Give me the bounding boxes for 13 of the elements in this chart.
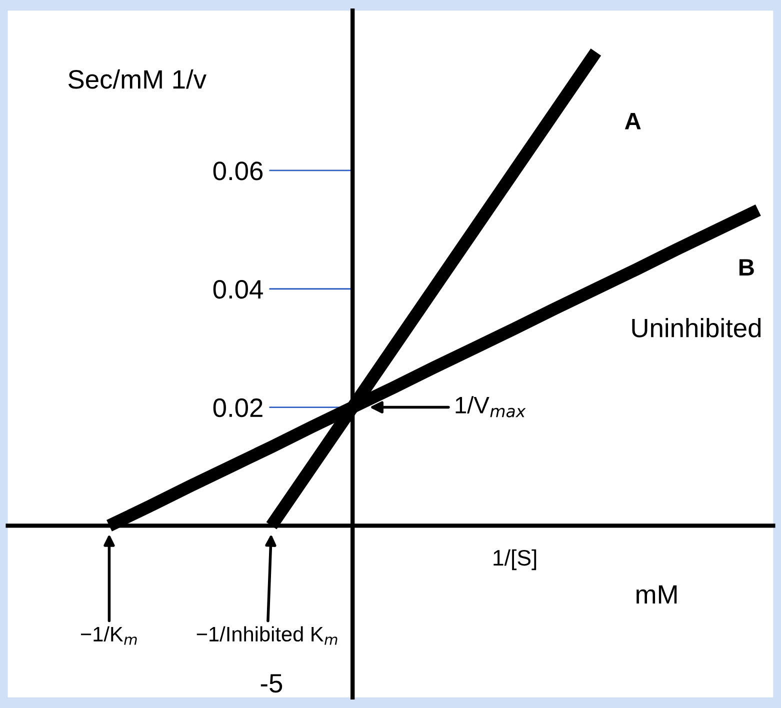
series-label: B xyxy=(739,259,754,276)
y-tick-label: 0.04 xyxy=(213,280,263,299)
y-tick-label: 0.02 xyxy=(213,398,262,418)
annotation: 1/V$_{max}$ xyxy=(456,396,526,418)
annotation: mM xyxy=(636,585,677,604)
y-axis-title: Sec/mM 1/v xyxy=(68,69,206,89)
annotation: Uninhibited xyxy=(632,318,761,338)
annotation: −1/Inhibited K$_{m}$ xyxy=(196,626,338,645)
annotation: -5 xyxy=(260,674,282,693)
y-tick-label: 0.06 xyxy=(213,162,263,180)
annotation: −1/K$_{m}$ xyxy=(80,626,137,645)
x-axis-title: 1/[S] xyxy=(494,549,536,570)
text: A xyxy=(624,112,641,130)
